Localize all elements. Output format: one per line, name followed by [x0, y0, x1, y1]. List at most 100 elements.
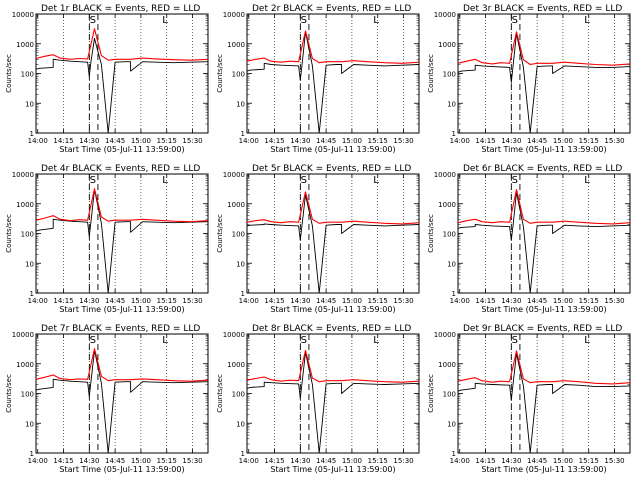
y-tick-label: 1000	[227, 361, 245, 369]
lld-series-line	[457, 350, 631, 385]
y-tick-label: 10	[236, 100, 245, 108]
y-axis-label: Counts/sec	[216, 374, 224, 413]
x-tick-label: 15:15	[157, 457, 177, 465]
y-tick-label: 10	[25, 420, 34, 428]
y-tick-label: 100	[232, 231, 245, 239]
y-tick-label: 10	[236, 260, 245, 268]
lld-series-line	[35, 28, 209, 61]
y-tick-label: 1	[452, 130, 456, 138]
x-tick-label: 15:30	[393, 137, 413, 145]
panel-title: Det 7r BLACK = Events, RED = LLD	[41, 324, 200, 334]
events-series-line	[246, 351, 420, 454]
x-axis-label: Start Time (05-Jul-11 13:59:00)	[481, 305, 606, 314]
y-axis-label: Counts/sec	[5, 54, 13, 93]
y-tick-label: 1	[30, 450, 34, 458]
x-tick-label: 15:15	[579, 297, 599, 305]
x-tick-label: 14:00	[239, 137, 259, 145]
x-tick-label: 14:45	[316, 457, 336, 465]
events-series-line	[35, 349, 209, 454]
events-series-line	[457, 191, 631, 294]
x-tick-label: 14:00	[28, 297, 48, 305]
x-tick-label: 15:00	[553, 137, 573, 145]
plot-frame	[246, 13, 420, 134]
x-tick-label: 14:00	[450, 137, 470, 145]
lld-series-line	[35, 188, 209, 223]
y-tick-label: 1000	[227, 41, 245, 49]
y-tick-label: 1	[241, 130, 245, 138]
x-tick-label: 14:45	[527, 297, 547, 305]
y-tick-label: 10000	[223, 171, 245, 179]
events-series-line	[457, 33, 631, 134]
x-tick-label: 14:45	[316, 137, 336, 145]
x-tick-label: 14:45	[316, 297, 336, 305]
x-tick-label: 15:00	[342, 137, 362, 145]
x-axis-label: Start Time (05-Jul-11 13:59:00)	[59, 305, 184, 314]
x-tick-label: 15:00	[342, 457, 362, 465]
y-tick-label: 10	[25, 100, 34, 108]
marker-letter: S	[512, 15, 518, 26]
x-tick-label: 14:00	[239, 457, 259, 465]
y-tick-label: 1	[241, 290, 245, 298]
y-tick-label: 100	[21, 391, 34, 399]
events-series-line	[35, 189, 209, 294]
x-tick-label: 15:15	[157, 297, 177, 305]
y-tick-label: 10	[236, 420, 245, 428]
x-tick-label: 15:00	[342, 297, 362, 305]
x-tick-label: 14:45	[527, 457, 547, 465]
x-tick-label: 14:15	[264, 297, 284, 305]
x-tick-label: 14:30	[290, 137, 310, 145]
y-tick-label: 1000	[438, 361, 456, 369]
x-tick-label: 14:30	[501, 457, 521, 465]
x-tick-label: 15:00	[131, 137, 151, 145]
lld-series-line	[457, 189, 631, 225]
x-tick-label: 14:15	[264, 457, 284, 465]
y-axis-label: Counts/sec	[427, 374, 435, 413]
y-tick-label: 10	[447, 260, 456, 268]
marker-letter: S	[90, 175, 96, 186]
events-series-line	[457, 353, 631, 454]
x-tick-label: 14:00	[450, 297, 470, 305]
marker-letter: S	[301, 15, 307, 26]
panel-title: Det 8r BLACK = Events, RED = LLD	[252, 324, 411, 334]
marker-letter: L	[584, 175, 590, 186]
x-tick-label: 15:30	[604, 457, 624, 465]
y-tick-label: 1	[30, 290, 34, 298]
marker-letter: L	[373, 335, 379, 346]
marker-letter: L	[162, 175, 168, 186]
x-axis-label: Start Time (05-Jul-11 13:59:00)	[270, 305, 395, 314]
y-tick-label: 10000	[12, 171, 34, 179]
y-tick-label: 1000	[438, 201, 456, 209]
lld-series-line	[246, 191, 420, 225]
x-tick-label: 14:15	[475, 137, 495, 145]
x-tick-label: 14:30	[290, 457, 310, 465]
y-tick-label: 100	[21, 231, 34, 239]
y-axis-label: Counts/sec	[427, 54, 435, 93]
y-tick-label: 100	[232, 391, 245, 399]
y-tick-label: 1	[452, 290, 456, 298]
x-tick-label: 15:30	[604, 137, 624, 145]
x-tick-label: 14:30	[79, 137, 99, 145]
y-tick-label: 1000	[227, 201, 245, 209]
marker-letter: S	[512, 335, 518, 346]
panel-title: Det 6r BLACK = Events, RED = LLD	[463, 164, 622, 174]
y-tick-label: 1000	[16, 41, 34, 49]
x-tick-label: 14:45	[527, 137, 547, 145]
x-tick-label: 14:30	[501, 297, 521, 305]
x-tick-label: 14:30	[79, 297, 99, 305]
x-tick-label: 15:30	[182, 457, 202, 465]
y-tick-label: 100	[232, 71, 245, 79]
plot-frame	[246, 333, 420, 454]
lld-series-line	[457, 31, 631, 66]
x-tick-label: 15:30	[182, 297, 202, 305]
plot-frame	[457, 333, 631, 454]
x-tick-label: 15:15	[368, 457, 388, 465]
y-axis-label: Counts/sec	[216, 214, 224, 253]
plot-frame	[35, 173, 209, 294]
y-tick-label: 1	[241, 450, 245, 458]
y-axis-label: Counts/sec	[5, 374, 13, 413]
